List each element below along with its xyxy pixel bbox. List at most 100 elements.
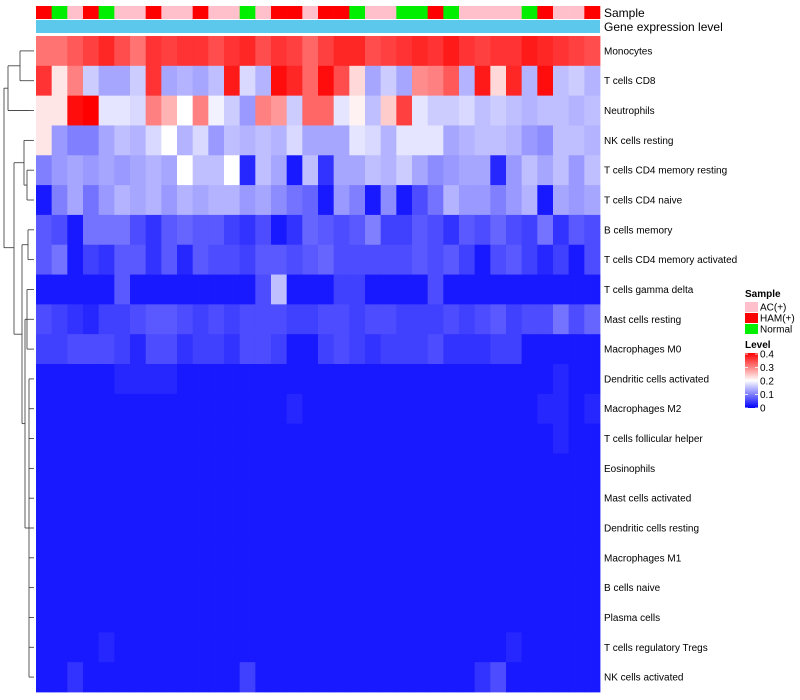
heatmap-cell — [349, 393, 366, 425]
heatmap-cell — [427, 453, 444, 484]
heatmap-cell — [239, 274, 256, 305]
heatmap-cell — [584, 662, 601, 693]
heatmap-cell — [177, 423, 194, 454]
heatmap-cell — [302, 95, 319, 126]
heatmap-cell — [521, 95, 538, 126]
heatmap-cell — [412, 214, 429, 246]
heatmap-cell — [271, 572, 288, 603]
heatmap-cell — [302, 36, 319, 67]
heatmap-cell — [365, 572, 382, 603]
heatmap-cell — [239, 602, 256, 633]
heatmap-cell — [98, 274, 115, 305]
heatmap-cell — [51, 304, 68, 335]
heatmap-cell — [537, 572, 554, 603]
heatmap-cell — [490, 423, 507, 454]
heatmap-cell — [427, 274, 444, 305]
heatmap-cell — [521, 125, 538, 156]
heatmap-cell — [459, 453, 476, 484]
heatmap-cell — [161, 542, 178, 574]
heatmap-cell — [553, 185, 570, 216]
heatmap-cell — [36, 36, 53, 67]
heatmap-cell — [396, 513, 413, 544]
heatmap-cell — [239, 125, 256, 156]
heatmap-cell — [271, 602, 288, 633]
row-label: T cells regulatory Tregs — [604, 643, 708, 654]
legend-sample-label: AC(+) — [760, 303, 786, 314]
heatmap-cell — [349, 423, 366, 454]
heatmap-cell — [568, 513, 585, 544]
heatmap-cell — [255, 155, 272, 186]
heatmap-cell — [114, 453, 131, 484]
heatmap-cell — [474, 214, 491, 246]
heatmap-cell — [130, 453, 147, 484]
heatmap-cell — [459, 214, 476, 246]
heatmap-cell — [161, 95, 178, 126]
heatmap-cell — [98, 304, 115, 335]
heatmap-cell — [177, 662, 194, 693]
heatmap-cell — [380, 542, 397, 574]
heatmap-cell — [130, 602, 147, 633]
heatmap-cell — [177, 393, 194, 425]
heatmap-cell — [192, 244, 209, 275]
heatmap-cell — [51, 274, 68, 305]
heatmap-cell — [302, 632, 319, 663]
heatmap-cell — [51, 364, 68, 395]
heatmap-cell — [506, 185, 523, 216]
heatmap-cell — [506, 423, 523, 454]
heatmap-cell — [349, 36, 366, 67]
heatmap-cell — [114, 274, 131, 305]
heatmap-cell — [380, 662, 397, 693]
heatmap-cell — [427, 65, 444, 97]
heatmap-cell — [365, 423, 382, 454]
heatmap-cell — [537, 334, 554, 365]
heatmap-cell — [98, 334, 115, 365]
heatmap-cell — [224, 632, 241, 663]
heatmap-cell — [412, 632, 429, 663]
sample-annotation-cell — [412, 6, 428, 19]
row-label: T cells CD4 memory activated — [604, 255, 737, 266]
heatmap-cell — [380, 572, 397, 603]
sample-annotation-cell — [208, 6, 225, 19]
heatmap-cell — [208, 95, 225, 126]
heatmap-cell — [51, 393, 68, 425]
heatmap-cell — [224, 602, 241, 633]
heatmap-cell — [553, 214, 570, 246]
heatmap-cell — [333, 662, 350, 693]
row-label: Mast cells activated — [604, 494, 691, 505]
heatmap-cell — [302, 513, 319, 544]
heatmap-cell — [443, 214, 460, 246]
heatmap-cell — [145, 602, 162, 633]
heatmap-cell — [443, 304, 460, 335]
sample-annotation-cell — [490, 6, 507, 19]
heatmap-cell — [380, 364, 397, 395]
heatmap-cell — [208, 453, 225, 484]
legend-tick-label: 0.3 — [760, 363, 774, 374]
heatmap-cell — [130, 364, 147, 395]
heatmap-cell — [255, 244, 272, 275]
heatmap-cell — [36, 65, 53, 97]
heatmap-cell — [208, 65, 225, 97]
sample-annotation-cell — [443, 6, 460, 19]
heatmap-cell — [333, 364, 350, 395]
heatmap-cell — [318, 483, 335, 514]
row-label: B cells memory — [604, 225, 672, 236]
sample-annotation-cell — [239, 6, 256, 19]
heatmap-cell — [506, 662, 523, 693]
heatmap-cell — [51, 513, 68, 544]
legend-level-title: Level — [745, 340, 771, 351]
heatmap-cell — [130, 334, 147, 365]
heatmap-cell — [271, 632, 288, 663]
heatmap-cell — [584, 185, 601, 216]
heatmap-cell — [506, 36, 523, 67]
legend-sample-items: AC(+)HAM(+)Normal — [745, 302, 795, 336]
heatmap-cell — [51, 662, 68, 693]
heatmap-cell — [83, 393, 100, 425]
heatmap-cell — [318, 244, 335, 275]
heatmap-cell — [98, 602, 115, 633]
heatmap-cell — [537, 632, 554, 663]
heatmap-cell — [114, 572, 131, 603]
heatmap-cell — [255, 602, 272, 633]
heatmap-cell — [302, 214, 319, 246]
heatmap-cell — [114, 214, 131, 246]
heatmap-cell — [98, 36, 115, 67]
